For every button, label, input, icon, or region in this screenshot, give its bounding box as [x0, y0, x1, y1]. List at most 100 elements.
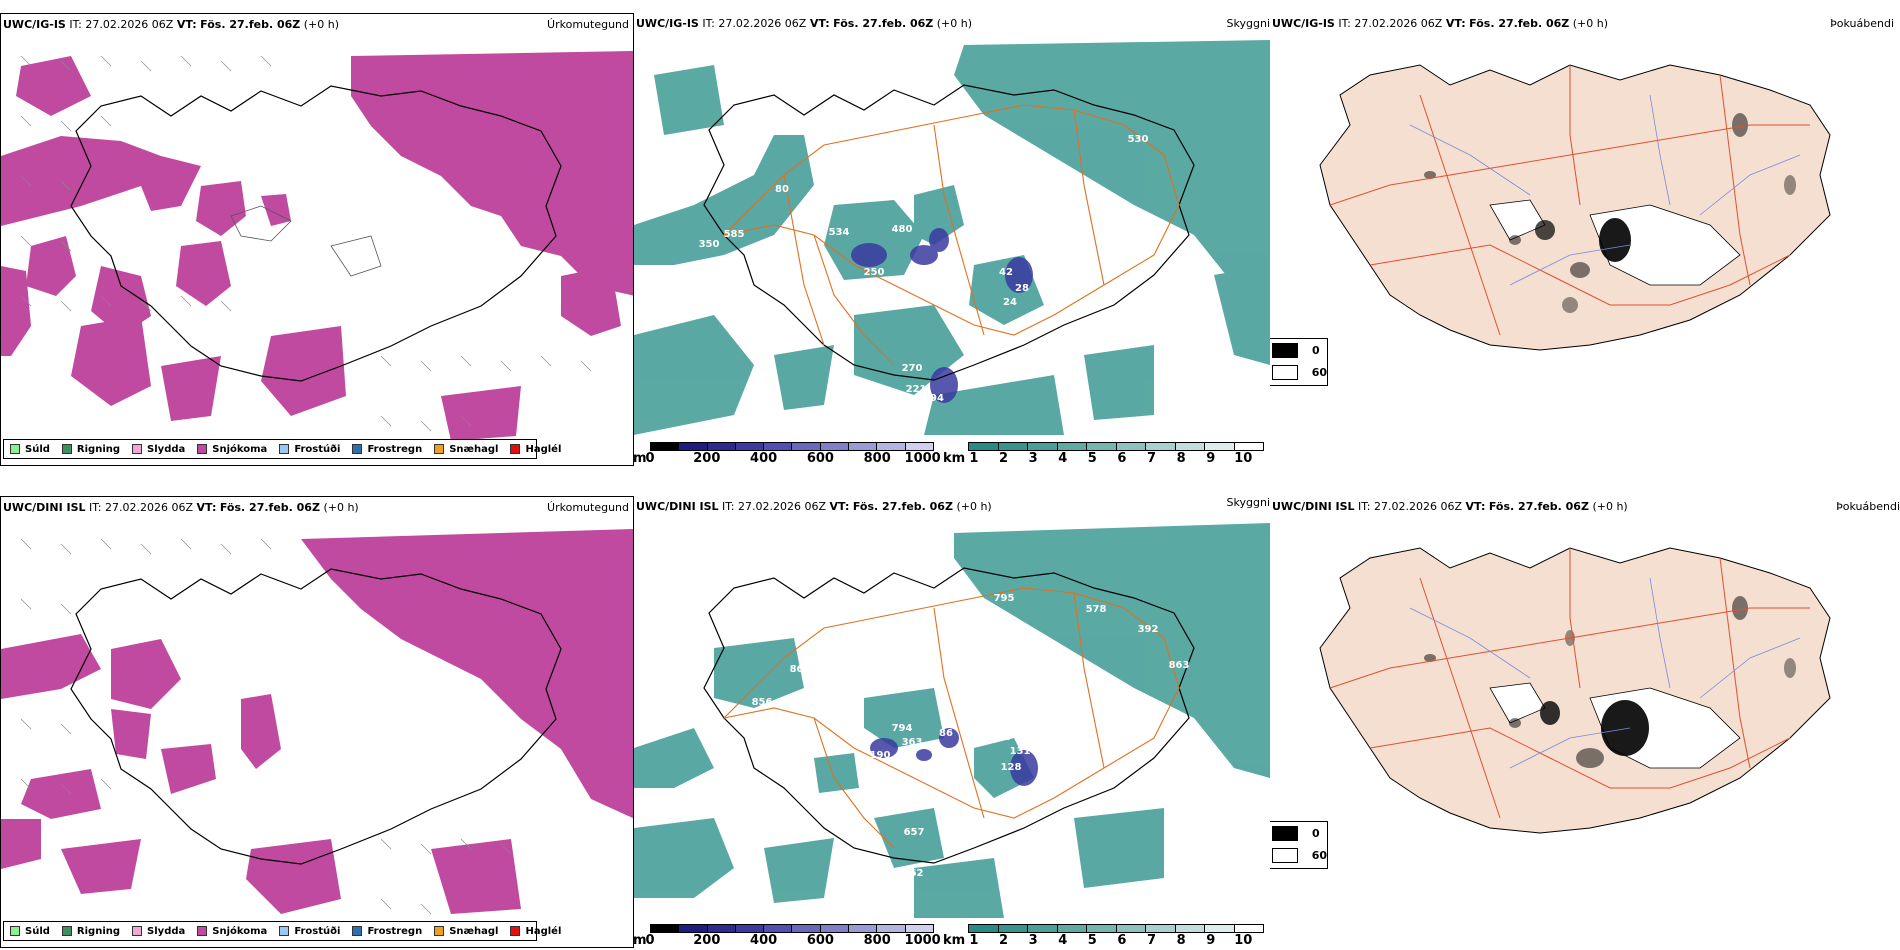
legend-swatch	[132, 926, 143, 936]
scale-tick-label: 600	[806, 933, 834, 948]
legend-label: Rigning	[76, 925, 121, 937]
legend-item: Súld	[10, 926, 50, 937]
scale-tick-label: 2	[998, 933, 1009, 948]
precip-panel-row2: UWC/DINI ISL IT: 27.02.2026 06Z VT: Fös.…	[0, 496, 634, 948]
visibility-panel-row1: UWC/IG-IS IT: 27.02.2026 06Z VT: Fös. 27…	[634, 13, 1270, 466]
cloud-base-label: 94	[930, 393, 944, 404]
cloud-base-label: 657	[904, 827, 925, 838]
scale-tick-label: 9	[1206, 451, 1216, 466]
cloud-base-bar	[650, 924, 934, 933]
scale-tick-label: 0	[645, 933, 655, 948]
legend-swatch	[197, 926, 208, 936]
legend-swatch	[10, 926, 20, 936]
legend-label: Snjókoma	[212, 443, 268, 455]
scale-step	[998, 925, 1028, 932]
cloud-base-label: 24	[1003, 297, 1017, 308]
scale-step	[969, 443, 999, 450]
fog-legend-row: 60	[1270, 361, 1327, 383]
scale-step	[792, 925, 821, 932]
scale-step	[820, 925, 850, 932]
legend-item: Haglél	[510, 444, 561, 455]
scale-step	[651, 925, 680, 932]
scale-unit: m	[634, 933, 647, 948]
cloud-base-label: 480	[892, 224, 913, 235]
cloud-base-label: 142	[990, 732, 1011, 743]
cloud-base-bar	[650, 442, 934, 451]
legend-label: 60	[1311, 365, 1327, 379]
legend-item: Snæhagl	[434, 926, 498, 937]
scale-tick-label: 10	[1234, 451, 1253, 466]
scale-tick-label: 4	[1058, 933, 1068, 948]
fog-indicator-map	[1270, 518, 1900, 948]
legend-swatch	[279, 444, 290, 454]
scale-step	[679, 925, 708, 932]
scale-tick-label: 600	[806, 451, 834, 466]
scale-ticks: 0 200 400 600 800 1000	[645, 933, 940, 948]
panel-header: UWC/IG-IS IT: 27.02.2026 06Z VT: Fös. 27…	[1272, 17, 1609, 30]
cloud-base-label: 578	[1086, 604, 1107, 615]
cloud-base-label: 856	[752, 697, 773, 708]
cloud-base-label: 120	[938, 265, 959, 276]
legend-item: Frostúði	[279, 926, 340, 937]
scale-tick-label: 8	[1176, 933, 1186, 948]
legend-swatch	[1272, 364, 1298, 380]
scale-step	[1234, 443, 1263, 450]
visibility-scale: km 1 2 3 4 5 6 7 8 9 10	[943, 924, 1264, 948]
panel-header: UWC/DINI ISL IT: 27.02.2026 06Z VT: Fös.…	[3, 501, 359, 514]
legend-swatch	[197, 444, 208, 454]
cloud-base-label: 534	[829, 227, 850, 238]
legend-label: Súld	[25, 443, 50, 455]
scale-tick-label: 400	[750, 451, 778, 466]
legend-swatch	[352, 926, 363, 936]
cloud-base-label: 221	[906, 384, 927, 395]
scale-step	[1087, 443, 1117, 450]
legend-item: Slydda	[132, 926, 185, 937]
scale-step	[1116, 443, 1146, 450]
legend-label: Snæhagl	[449, 443, 499, 455]
scale-step	[849, 925, 878, 932]
cloud-base-label: 262	[903, 868, 924, 879]
scale-tick-label: 1000	[904, 451, 941, 466]
legend-label: Haglél	[525, 443, 562, 455]
cloud-base-label: 350	[699, 239, 720, 250]
scale-unit: km	[943, 451, 966, 466]
cloud-base-label: 128	[1001, 762, 1022, 773]
scale-step	[1205, 443, 1235, 450]
cloud-base-label: 170	[849, 293, 870, 304]
legend-item: Frostúði	[279, 444, 340, 455]
visibility-bar	[968, 442, 1264, 451]
panel-title: Skyggni	[1226, 496, 1270, 509]
legend-label: Frostregn	[367, 443, 423, 455]
legend-item: Snæhagl	[434, 444, 498, 455]
panel-title: Úrkomutegund	[547, 501, 629, 514]
scale-step	[1087, 925, 1117, 932]
scale-step	[1146, 443, 1176, 450]
legend-label: Rigning	[76, 443, 121, 455]
cloud-base-label: 77	[905, 404, 919, 415]
scale-step	[707, 443, 736, 450]
scale-tick-label: 7	[1146, 451, 1157, 466]
cloud-base-label: 190	[870, 750, 891, 761]
scale-tick-label: 8	[1176, 451, 1186, 466]
scale-step	[735, 925, 765, 932]
scale-step	[764, 925, 793, 932]
fog-legend-row: 60	[1270, 844, 1327, 866]
cloud-base-label: 849	[956, 652, 977, 663]
scale-step	[651, 443, 680, 450]
panel-header: UWC/IG-IS IT: 27.02.2026 06Z VT: Fös. 27…	[3, 18, 340, 31]
legend-label: 0	[1312, 826, 1320, 840]
legend-swatch	[1272, 847, 1298, 863]
legend-item: Slydda	[132, 444, 185, 455]
fog-legend-row: 0	[1270, 822, 1327, 844]
legend-label: Snjókoma	[212, 925, 268, 937]
scale-step	[969, 925, 999, 932]
cloud-base-label: 190	[869, 288, 890, 299]
visibility-cloudbase-map: 530 80 534 480 585 350 250 120 190 170 1…	[634, 35, 1270, 435]
panel-title: Þokuábendi	[1830, 17, 1894, 30]
cloud-base-label: 100	[924, 282, 945, 293]
visibility-panel-row2: UWC/DINI ISL IT: 27.02.2026 06Z VT: Fös.…	[634, 496, 1270, 948]
scale-step	[1146, 925, 1176, 932]
legend-swatch	[434, 926, 445, 936]
precip-type-map	[1, 36, 633, 465]
legend-label: Slydda	[147, 925, 186, 937]
